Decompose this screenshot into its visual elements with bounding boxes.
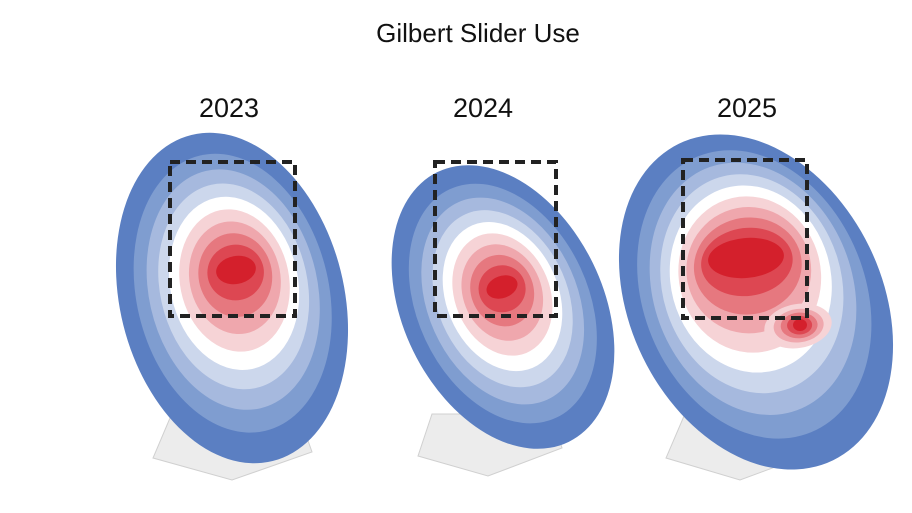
- panel-label: 2025: [717, 93, 777, 123]
- strike-zone: [433, 160, 558, 318]
- panel-label: 2024: [453, 93, 513, 123]
- contour-level: [793, 319, 807, 331]
- figure-title: Gilbert Slider Use: [376, 18, 580, 48]
- panel-label: 2023: [199, 93, 259, 123]
- density-contours: [115, 132, 894, 470]
- strike-zone: [681, 158, 809, 320]
- contour-level: [216, 255, 256, 285]
- contour-level: [708, 237, 784, 279]
- strike-zone: [168, 160, 297, 318]
- contour-level: [486, 275, 518, 299]
